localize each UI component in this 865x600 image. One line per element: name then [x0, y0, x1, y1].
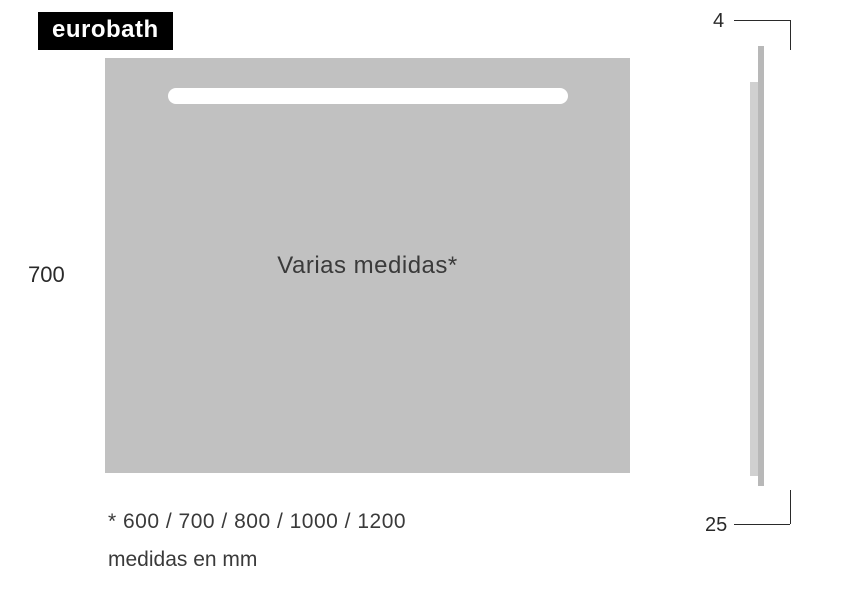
brand-logo: eurobath — [38, 12, 173, 50]
mirror-side-view — [750, 46, 810, 521]
bottom-depth-label: 25 — [705, 514, 727, 537]
dim-leader-line — [790, 20, 791, 50]
center-caption: Varias medidas* — [277, 252, 457, 280]
mirror-edge — [750, 82, 758, 476]
top-depth-label: 4 — [713, 10, 724, 33]
mount-bar — [758, 46, 764, 486]
dim-leader-line — [790, 490, 791, 524]
mirror-front-view: Varias medidas* — [105, 58, 630, 473]
footnote-unit: medidas en mm — [108, 548, 257, 572]
dim-leader-line — [734, 524, 790, 525]
light-slot — [168, 88, 568, 104]
footnote-sizes: * 600 / 700 / 800 / 1000 / 1200 — [108, 510, 406, 534]
height-dimension-label: 700 — [28, 262, 65, 288]
dim-leader-line — [734, 20, 790, 21]
